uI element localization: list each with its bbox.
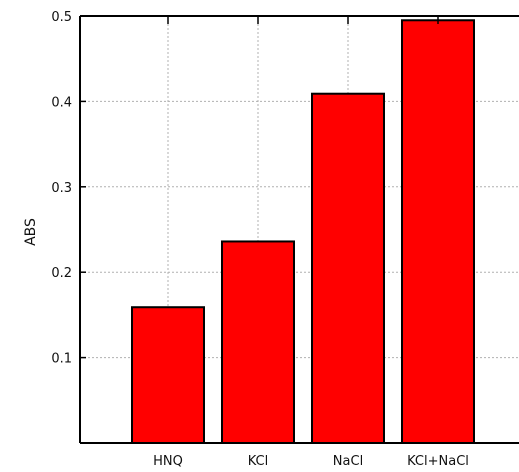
x-tick-label: KCl+NaCl	[407, 454, 469, 469]
bar-nacl	[311, 92, 385, 445]
y-tick-label: 0.3	[51, 181, 72, 196]
y-tick-label: 0.5	[51, 10, 72, 25]
tick-labels: 0.1 0.2 0.3 0.4 0.5 HNQ KCl NaCl KCl+NaCl	[51, 10, 469, 469]
y-tick-label: 0.4	[51, 95, 72, 110]
y-axis-label: ABS	[23, 218, 39, 246]
x-tick-label: KCl	[248, 454, 269, 469]
x-tick-label: NaCl	[333, 454, 363, 469]
x-tick-label: HNQ	[153, 454, 183, 469]
bar-kcl	[221, 240, 295, 444]
axes	[79, 15, 519, 444]
bars	[131, 19, 475, 445]
bar-hnq	[131, 306, 205, 444]
y-tick-label: 0.1	[51, 352, 72, 367]
bar-kcl-nacl	[401, 19, 475, 445]
y-tick-label: 0.2	[51, 266, 72, 281]
